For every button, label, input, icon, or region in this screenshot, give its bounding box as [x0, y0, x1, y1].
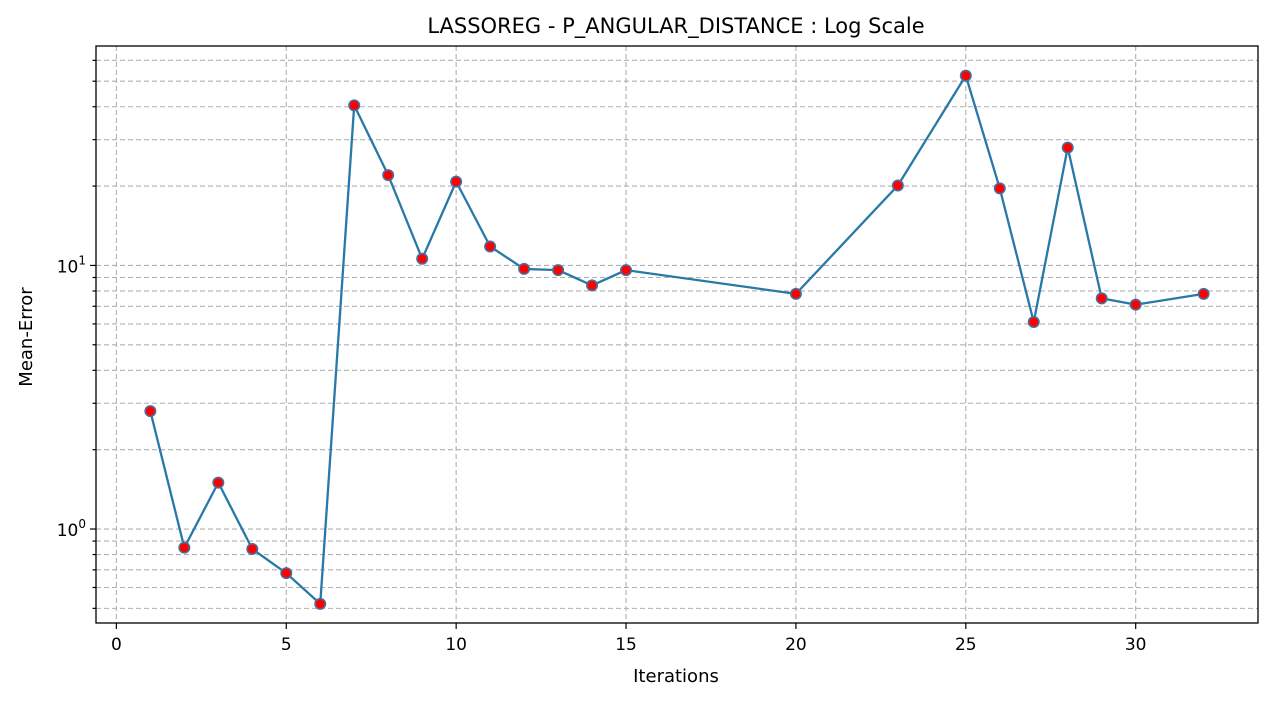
- x-tick-label: 0: [111, 635, 122, 655]
- data-point: [1129, 298, 1142, 311]
- x-tick-label: 5: [281, 635, 292, 655]
- data-point: [144, 405, 157, 418]
- data-point: [382, 169, 395, 182]
- data-point: [552, 264, 565, 277]
- data-point: [1061, 141, 1074, 154]
- data-point: [620, 264, 633, 277]
- data-point: [586, 279, 599, 292]
- series-line-layer: [149, 74, 1204, 606]
- data-point: [314, 597, 327, 610]
- data-point: [518, 262, 531, 275]
- data-point: [416, 252, 429, 265]
- grid-lines: [96, 46, 1258, 623]
- data-point: [891, 179, 904, 192]
- y-tick-label: 100: [57, 517, 86, 541]
- x-tick-label: 30: [1125, 635, 1147, 655]
- plot-frame: [95, 45, 1259, 624]
- chart-title: LASSOREG - P_ANGULAR_DISTANCE : Log Scal…: [427, 14, 924, 39]
- data-point: [212, 476, 225, 489]
- x-tick-label: 20: [785, 635, 807, 655]
- data-point: [484, 240, 497, 253]
- data-point: [348, 99, 361, 112]
- data-point: [178, 541, 191, 554]
- data-point: [993, 182, 1006, 195]
- data-point: [246, 542, 259, 555]
- x-tick-label: 25: [955, 635, 977, 655]
- data-point: [789, 287, 802, 300]
- data-point: [1095, 292, 1108, 305]
- x-tick-label: 10: [445, 635, 467, 655]
- x-axis-label: Iterations: [633, 666, 719, 687]
- y-tick-label: 101: [57, 253, 86, 277]
- data-point: [959, 69, 972, 82]
- y-axis-ticks: 100 101: [57, 59, 96, 609]
- data-point: [1197, 287, 1210, 300]
- x-tick-label: 15: [615, 635, 637, 655]
- data-point: [280, 567, 293, 580]
- x-axis-ticks: 0 5 10 15 20 25 30: [111, 623, 1147, 655]
- series-line: [149, 74, 1204, 606]
- data-point: [450, 175, 463, 188]
- y-axis-label: Mean-Error: [16, 287, 37, 387]
- data-markers: [144, 69, 1210, 610]
- data-point: [1027, 316, 1040, 329]
